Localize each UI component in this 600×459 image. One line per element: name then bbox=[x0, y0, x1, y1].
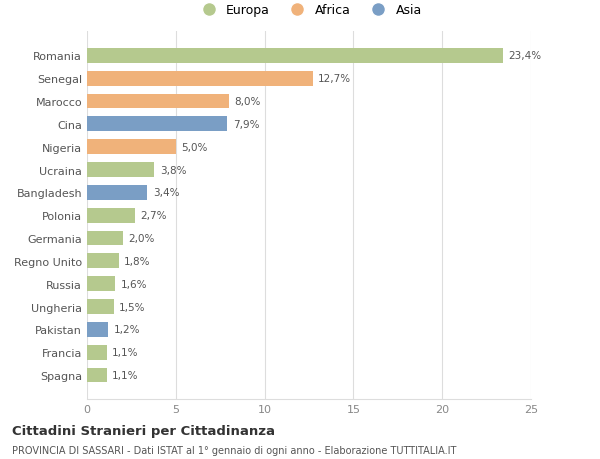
Bar bbox=[87, 49, 503, 64]
Legend: Europa, Africa, Asia: Europa, Africa, Asia bbox=[191, 0, 427, 22]
Bar bbox=[87, 345, 107, 360]
Bar bbox=[87, 277, 115, 291]
Bar bbox=[87, 163, 154, 178]
Bar bbox=[87, 117, 227, 132]
Text: 2,0%: 2,0% bbox=[128, 234, 154, 244]
Bar bbox=[87, 299, 113, 314]
Text: Cittadini Stranieri per Cittadinanza: Cittadini Stranieri per Cittadinanza bbox=[12, 425, 275, 437]
Text: 23,4%: 23,4% bbox=[508, 51, 541, 61]
Text: 5,0%: 5,0% bbox=[181, 142, 208, 152]
Text: 1,8%: 1,8% bbox=[124, 256, 151, 266]
Bar bbox=[87, 231, 122, 246]
Text: 7,9%: 7,9% bbox=[233, 120, 259, 129]
Text: 1,6%: 1,6% bbox=[121, 279, 147, 289]
Bar bbox=[87, 185, 148, 200]
Text: 12,7%: 12,7% bbox=[318, 74, 351, 84]
Text: 2,7%: 2,7% bbox=[140, 211, 167, 221]
Bar bbox=[87, 254, 119, 269]
Bar bbox=[87, 368, 107, 383]
Text: 1,2%: 1,2% bbox=[113, 325, 140, 335]
Bar bbox=[87, 72, 313, 86]
Text: 1,1%: 1,1% bbox=[112, 347, 139, 358]
Text: 3,8%: 3,8% bbox=[160, 165, 187, 175]
Bar bbox=[87, 95, 229, 109]
Bar bbox=[87, 208, 135, 223]
Text: 1,1%: 1,1% bbox=[112, 370, 139, 380]
Text: 8,0%: 8,0% bbox=[235, 97, 261, 107]
Text: PROVINCIA DI SASSARI - Dati ISTAT al 1° gennaio di ogni anno - Elaborazione TUTT: PROVINCIA DI SASSARI - Dati ISTAT al 1° … bbox=[12, 445, 457, 455]
Text: 1,5%: 1,5% bbox=[119, 302, 145, 312]
Text: 3,4%: 3,4% bbox=[153, 188, 179, 198]
Bar bbox=[87, 322, 109, 337]
Bar bbox=[87, 140, 176, 155]
